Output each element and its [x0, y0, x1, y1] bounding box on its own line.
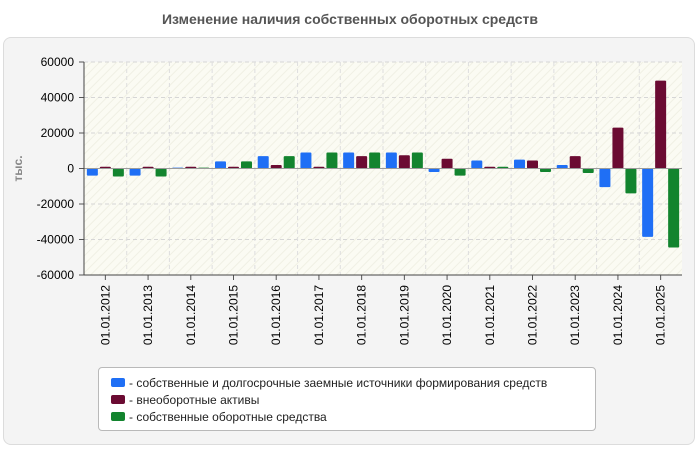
bar — [326, 152, 338, 169]
y-tick-label: 20000 — [41, 126, 75, 140]
x-tick-label: 01.01.2012 — [98, 285, 112, 345]
bar — [112, 168, 124, 177]
x-tick-label: 01.01.2024 — [611, 285, 625, 345]
x-tick-label: 01.01.2020 — [440, 285, 454, 345]
x-tick-label: 01.01.2025 — [654, 285, 668, 345]
bar — [582, 168, 594, 173]
bar — [369, 152, 381, 169]
x-tick-label: 01.01.2021 — [483, 285, 497, 345]
bar — [569, 156, 581, 169]
bar — [411, 152, 423, 169]
bar — [540, 168, 551, 173]
y-axis-title: тыс. — [11, 155, 25, 181]
x-tick-label: 01.01.2018 — [355, 285, 369, 345]
bar — [642, 168, 654, 237]
legend-item-sources: - собственные и долгосрочные заемные ист… — [111, 374, 595, 391]
y-tick-label: 0 — [67, 162, 74, 176]
bar — [257, 156, 269, 169]
bar — [612, 127, 624, 169]
legend-label-working-capital: - собственные оборотные средства — [129, 409, 327, 424]
bar — [514, 159, 525, 169]
chart-title: Изменение наличия собственных оборотных … — [161, 11, 539, 27]
bar — [398, 155, 410, 169]
x-tick-label: 01.01.2022 — [526, 285, 540, 345]
bar — [668, 168, 680, 248]
legend-label-noncurrent-assets: - внеоборотные активы — [129, 392, 260, 407]
bar — [283, 156, 295, 169]
x-tick-label: 01.01.2019 — [397, 285, 411, 345]
x-tick-label: 01.01.2013 — [141, 285, 155, 345]
x-tick-label: 01.01.2014 — [184, 285, 198, 345]
legend-swatch-sources — [111, 378, 125, 387]
bar — [155, 168, 167, 177]
bar — [86, 168, 98, 176]
bar — [215, 161, 226, 169]
x-tick-label: 01.01.2015 — [227, 285, 241, 345]
bar — [343, 152, 355, 169]
bar — [356, 156, 368, 169]
legend-swatch-working-capital — [111, 412, 125, 421]
bar — [385, 152, 397, 169]
bar — [655, 80, 667, 169]
y-tick-label: -40000 — [37, 233, 75, 247]
bar — [527, 160, 538, 169]
x-tick-label: 01.01.2017 — [312, 285, 326, 345]
bar — [556, 164, 568, 169]
legend-item-working-capital: - собственные оборотные средства — [111, 408, 595, 425]
bar — [428, 168, 440, 173]
bar — [300, 152, 312, 169]
y-tick-label: 40000 — [41, 91, 75, 105]
y-tick-label: -20000 — [37, 197, 75, 211]
legend-swatch-noncurrent-assets — [111, 395, 125, 404]
legend-item-noncurrent-assets: - внеоборотные активы — [111, 391, 595, 408]
bar — [241, 161, 252, 169]
x-tick-label: 01.01.2023 — [568, 285, 582, 345]
bar — [625, 168, 637, 194]
bar — [129, 168, 141, 176]
bar — [270, 164, 282, 169]
legend-label-sources: - собственные и долгосрочные заемные ист… — [129, 375, 548, 390]
y-tick-label: -60000 — [37, 268, 75, 282]
bar — [441, 158, 453, 169]
chart-legend: - собственные и долгосрочные заемные ист… — [98, 367, 596, 431]
y-tick-label: 60000 — [41, 55, 75, 69]
bar — [454, 168, 466, 176]
x-tick-label: 01.01.2016 — [269, 285, 283, 345]
bar — [599, 168, 611, 188]
bar — [471, 160, 483, 169]
